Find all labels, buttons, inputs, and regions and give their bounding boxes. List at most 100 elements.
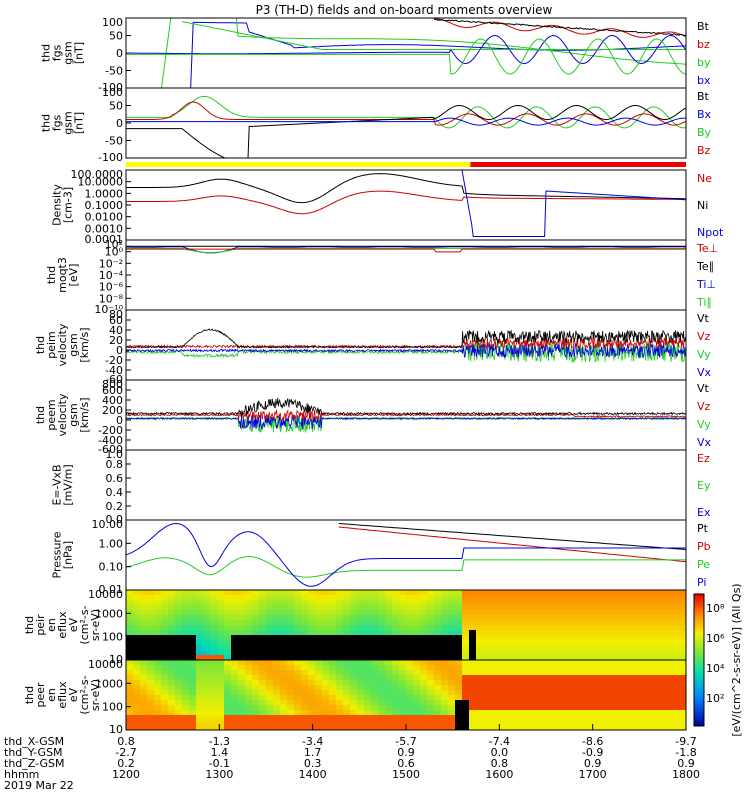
spectrogram-cell (315, 690, 323, 696)
colorbar-scale (693, 593, 705, 727)
spectrogram-cell (259, 620, 267, 626)
spectrogram-cell (329, 675, 337, 681)
spectrogram-cell (259, 695, 267, 701)
spectrogram-cell (322, 605, 330, 611)
spectrogram-cell (224, 650, 232, 656)
y-tick-label: -200 (98, 424, 123, 437)
spectrogram-cell (504, 705, 512, 711)
spectrogram-cell (140, 680, 148, 686)
spectrogram-cell (196, 625, 204, 631)
spectrogram-cell (588, 715, 596, 721)
spectrogram-cell (602, 700, 610, 706)
spectrogram-cell (392, 635, 400, 641)
spectrogram-cell (238, 660, 246, 666)
spectrogram-cell (448, 600, 456, 606)
spectrogram-cell (455, 610, 463, 616)
y-axis-label-line: peer (34, 682, 47, 708)
spectrogram-cell (329, 590, 337, 596)
spectrogram-cell (399, 630, 407, 636)
y-tick-label: -20 (105, 354, 123, 367)
spectrogram-cell (287, 710, 295, 716)
spectrogram-cell (595, 660, 603, 666)
spectrogram-cell (287, 670, 295, 676)
y-tick-label: 10⁻² (99, 257, 123, 270)
spectrogram-cell (602, 635, 610, 641)
spectrogram-cell (518, 650, 526, 656)
spectrogram-cell (266, 695, 274, 701)
spectrogram-cell (287, 705, 295, 711)
spectrogram-cell (413, 620, 421, 626)
spectrogram-cell (238, 645, 246, 651)
spectrogram-cell (448, 595, 456, 601)
spectrogram-cell (672, 625, 680, 631)
spectrogram-cell (343, 685, 351, 691)
spectrogram-cell (567, 605, 575, 611)
spectrogram-cell (476, 715, 484, 721)
spectrogram-cell (287, 685, 295, 691)
panel-content (126, 328, 686, 363)
legend-entry: Bx (697, 108, 712, 121)
y-axis-label-line: thd (40, 114, 53, 132)
spectrogram-cell (140, 705, 148, 711)
panel-frame (125, 87, 687, 159)
y-axis-label-line: thd (40, 44, 53, 62)
spectrogram-cell (329, 710, 337, 716)
spectrogram-cell (280, 670, 288, 676)
spectrogram-cell (490, 595, 498, 601)
spectrogram-cell (455, 690, 463, 696)
spectrogram-cell (553, 655, 561, 660)
spectrogram-cell (567, 720, 575, 726)
spectrogram-cell (455, 630, 463, 636)
spectrogram-cell (406, 660, 414, 666)
spectrogram-cell (308, 625, 316, 631)
spectrogram-cell (434, 615, 442, 621)
spectrogram-cell (609, 630, 617, 636)
spectrogram-cell (385, 705, 393, 711)
spectrogram-cell (406, 655, 414, 660)
spectrogram-cell (203, 685, 211, 691)
spectrogram-cell (308, 685, 316, 691)
spectrogram-cell (630, 705, 638, 711)
spectrogram-cell (448, 705, 456, 711)
spectrogram-cell (420, 695, 428, 701)
spectrogram-cell (133, 590, 141, 596)
spectrogram-cell (350, 620, 358, 626)
spectrogram-cell (581, 635, 589, 641)
spectrogram-cell (224, 675, 232, 681)
spectrogram-cell (420, 715, 428, 721)
spectrogram-cell (539, 695, 547, 701)
spectrogram-cell (287, 645, 295, 651)
spectrogram-cell (329, 720, 337, 726)
spectrogram-cell (665, 695, 673, 701)
spectrogram-cell (182, 710, 190, 716)
spectrogram-cell (168, 680, 176, 686)
spectrogram-cell (126, 610, 134, 616)
spectrogram-cell (308, 645, 316, 651)
colorbar-tick: 10² (706, 692, 724, 705)
spectrogram-cell (448, 695, 456, 701)
electron-spectrogram (126, 660, 686, 730)
spectrogram-cell (511, 595, 519, 601)
spectrogram-cell (385, 700, 393, 706)
spectrogram-cell (238, 665, 246, 671)
spectrogram-cell (357, 615, 365, 621)
spectrogram-cell (217, 685, 225, 691)
spectrogram-cell (161, 660, 169, 666)
spectrogram-cell (350, 690, 358, 696)
spectrogram-cell (189, 645, 197, 651)
spectrogram-cell (539, 690, 547, 696)
spectrogram-cell (364, 720, 372, 726)
spectrogram-cell (406, 640, 414, 646)
spectrogram-cell (189, 625, 197, 631)
spectrogram-cell (581, 690, 589, 696)
spectrogram-cell (609, 690, 617, 696)
spectrogram-cell (238, 675, 246, 681)
spectrogram-cell (441, 655, 449, 660)
spectrogram-cell (497, 655, 505, 660)
spectrogram-cell (182, 615, 190, 621)
spectrogram-cell (406, 620, 414, 626)
legend-entry: Vx (697, 436, 712, 449)
spectrogram-cell (378, 635, 386, 641)
